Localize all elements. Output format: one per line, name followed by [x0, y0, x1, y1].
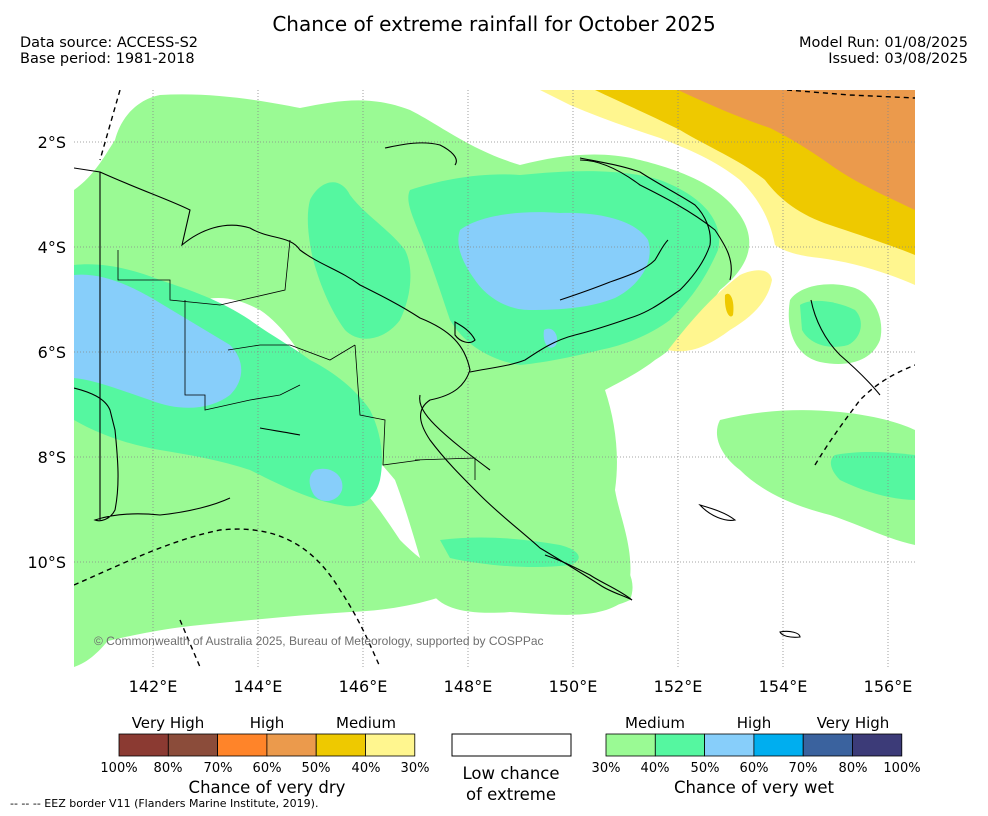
dry-tick-label: 40%	[352, 761, 381, 776]
map-area	[74, 90, 915, 667]
dry-colorbar-swatch	[315, 733, 366, 757]
lon-label: 150°E	[549, 677, 598, 696]
dry-colorbar-swatch	[167, 733, 219, 757]
wet-tick-label: 100%	[883, 761, 920, 776]
lat-label: 8°S	[38, 448, 66, 467]
lat-label: 2°S	[38, 133, 66, 152]
low-chance-swatch	[451, 733, 572, 757]
wet-colorbar	[605, 733, 903, 757]
wet-colorbar-swatch	[802, 733, 853, 757]
province-borders	[117, 239, 476, 480]
wet-colorbar-swatch	[704, 733, 755, 757]
data-source: Data source: ACCESS-S2	[20, 35, 199, 51]
low-chance-label: of extreme	[466, 785, 556, 804]
dry-tick-label: 60%	[253, 761, 282, 776]
eez-borders	[74, 90, 915, 667]
dry-colorbar-swatch	[365, 733, 416, 757]
wet-legend-title: Chance of very wet	[674, 778, 835, 797]
wet-colorbar-swatch	[605, 733, 656, 757]
wet-colorbar-swatch	[654, 733, 705, 757]
lon-label: 154°E	[759, 677, 808, 696]
dry-colorbar	[118, 733, 416, 757]
wet-tick-label: 80%	[839, 761, 868, 776]
lat-label: 4°S	[38, 238, 66, 257]
dry-level-label: High	[250, 714, 284, 732]
dry-tick-label: 50%	[302, 761, 331, 776]
wet-tick-label: 60%	[740, 761, 769, 776]
wet-level-label: Medium	[625, 714, 685, 732]
eez-footnote: -- -- -- EEZ border V11 (Flanders Marine…	[10, 797, 319, 810]
low-chance-label: Low chance	[462, 764, 559, 783]
wet-level-label: High	[737, 714, 771, 732]
wet-colorbar-swatch	[852, 733, 903, 757]
lon-label: 144°E	[234, 677, 283, 696]
dry-level-label: Medium	[336, 714, 396, 732]
wet-colorbar-swatch	[753, 733, 804, 757]
dry-tick-label: 100%	[100, 761, 137, 776]
dry-colorbar-swatch	[266, 733, 317, 757]
lon-labels: 142°E 144°E 146°E 148°E 150°E 152°E 154°…	[129, 677, 913, 696]
graticule	[74, 90, 915, 667]
dry-level-label: Very High	[132, 714, 205, 732]
wet-tick-label: 30%	[592, 761, 621, 776]
wet-tick-label: 50%	[691, 761, 720, 776]
lon-label: 142°E	[129, 677, 178, 696]
wet-level-label: Very High	[817, 714, 890, 732]
lon-label: 146°E	[339, 677, 388, 696]
dry-colorbar-swatch	[118, 733, 169, 757]
wet-tick-label: 40%	[641, 761, 670, 776]
dry-legend-title: Chance of very dry	[189, 778, 346, 797]
lon-label: 152°E	[654, 677, 703, 696]
chart-title: Chance of extreme rainfall for October 2…	[272, 12, 716, 36]
issued-date: Issued: 03/08/2025	[828, 51, 968, 67]
dry-high-region	[678, 90, 915, 210]
wet-tick-label: 70%	[789, 761, 818, 776]
lat-label: 10°S	[27, 553, 66, 572]
dry-tick-label: 80%	[154, 761, 183, 776]
copyright-text: © Commonwealth of Australia 2025, Bureau…	[94, 634, 544, 648]
low-chance-legend: Low chance of extreme	[451, 733, 572, 804]
dry-tick-label: 30%	[401, 761, 430, 776]
coastlines	[74, 142, 881, 638]
model-run: Model Run: 01/08/2025	[798, 35, 968, 51]
dry-colorbar-swatch	[217, 733, 268, 757]
lon-label: 156°E	[864, 677, 913, 696]
lat-labels: 2°S 4°S 6°S 8°S 10°S	[27, 133, 66, 572]
wet-legend: Medium High Very High 30% 40% 50% 60% 70…	[592, 714, 921, 797]
dry-tick-label: 70%	[204, 761, 233, 776]
dry-legend: Very High High Medium 100% 80% 70% 60% 5…	[100, 714, 429, 797]
lat-label: 6°S	[38, 343, 66, 362]
base-period: Base period: 1981-2018	[20, 51, 195, 67]
lon-label: 148°E	[444, 677, 493, 696]
